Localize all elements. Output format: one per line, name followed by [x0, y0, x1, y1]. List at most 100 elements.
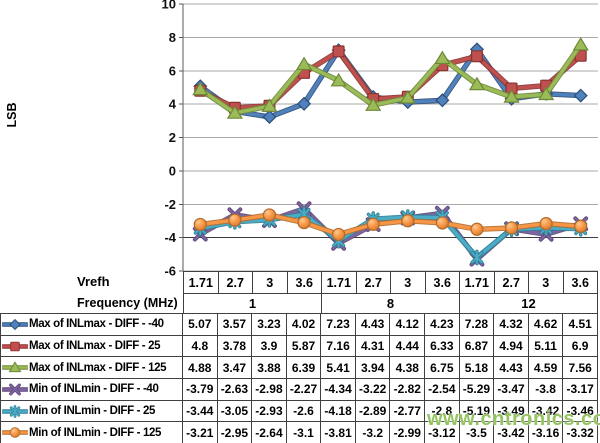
vrefh-category-row: 1.71 2.7 3 3.6 1.71 2.7 3 3.6 1.71 2.7 3 3.6 — [183, 271, 598, 294]
frequency-group-row: 1 8 12 — [183, 294, 598, 313]
value-cell: -2.63 — [218, 379, 253, 400]
legend-key-square-icon — [2, 341, 28, 351]
series-name: Max of INLmax - DIFF - -40 — [29, 318, 164, 331]
value-cell: 5.07 — [183, 314, 218, 335]
marker-circle — [332, 227, 346, 242]
marker-circle — [366, 217, 380, 231]
value-cell: 7.56 — [563, 357, 598, 379]
vrefh-cell: 3.6 — [426, 272, 460, 293]
series-label-cell: Min of INLmin - DIFF - -40 — [0, 379, 183, 400]
marker-asterisk — [9, 404, 21, 418]
value-cell: -2.93 — [252, 400, 287, 422]
value-cell: 4.88 — [183, 357, 218, 379]
value-cell: -2.82 — [390, 379, 426, 400]
value-cell: -3.21 — [183, 422, 218, 443]
y-tick-label: 0 — [169, 163, 176, 178]
value-cell: -4.18 — [321, 400, 356, 422]
watermark-text: www.cntronics.com — [427, 408, 600, 430]
value-cell: 4.02 — [287, 314, 322, 335]
table-row: Max of INLmax - DIFF - 25 4.8 3.78 3.9 5.87 7… — [0, 335, 598, 358]
value-cell: 3.78 — [218, 335, 253, 357]
table-row: Min of INLmin - DIFF - 125 -3.21 -2.95 -2.6… — [0, 422, 598, 443]
value-cell: -3.49 — [494, 400, 529, 422]
vrefh-cell: 3 — [529, 272, 564, 293]
y-tick-label: 10 — [162, 0, 176, 12]
y-tick-label: -4 — [164, 230, 176, 245]
value-cell: -2.98 — [252, 379, 287, 400]
table-row: Min of INLmin - DIFF - 25 -3.44 -3.05 -2.93… — [0, 400, 598, 423]
frequency-group-cell: 12 — [460, 294, 598, 313]
marker-triangle — [399, 90, 416, 104]
marker-square — [470, 50, 483, 63]
value-cell: 5.41 — [321, 357, 356, 379]
value-cell: -3.1 — [287, 422, 322, 443]
value-cell: 7.16 — [321, 335, 356, 357]
series-label-cell: Max of INLmax - DIFF - 125 — [0, 357, 183, 379]
value-cell: -3.05 — [218, 400, 253, 422]
marker-triangle — [226, 105, 243, 119]
legend-key-asterisk-icon — [2, 404, 28, 418]
value-cell: -3.42 — [494, 422, 529, 443]
vrefh-cell: 3.6 — [564, 272, 598, 293]
marker-triangle — [538, 86, 555, 101]
marker-triangle — [295, 56, 313, 71]
value-cell: 4.32 — [494, 314, 529, 335]
value-cell: 4.12 — [390, 314, 426, 335]
y-tick-label: 2 — [169, 130, 176, 145]
marker-square — [10, 341, 20, 351]
vrefh-cell: 1.71 — [460, 272, 495, 293]
marker-triangle — [8, 361, 22, 373]
vrefh-cell: 2.7 — [495, 272, 529, 293]
vrefh-cell: 3 — [253, 272, 288, 293]
value-cell: 4.8 — [183, 335, 218, 357]
value-cell: -4.34 — [321, 379, 356, 400]
chart-data-table: Max of INLmax - DIFF - -40 5.07 3.57 3.23 4.… — [0, 313, 598, 443]
series-name: Min of INLmin - DIFF - 25 — [29, 405, 156, 418]
marker-diamond — [573, 88, 588, 103]
value-cell: 6.39 — [287, 357, 322, 379]
value-cell: -2.95 — [218, 422, 253, 443]
value-cell: 4.23 — [425, 314, 460, 335]
series-2 — [192, 36, 589, 119]
series-label-cell: Max of INLmax - DIFF - -40 — [0, 314, 183, 335]
series-5 — [193, 208, 588, 242]
marker-triangle — [468, 76, 486, 91]
vrefh-cell: 2.7 — [357, 272, 391, 293]
value-cell: 4.31 — [356, 335, 391, 357]
value-cell: -3.47 — [494, 379, 529, 400]
value-cell: 4.94 — [494, 335, 529, 357]
value-cell: -3.17 — [563, 379, 598, 400]
y-tick-label: 6 — [169, 63, 176, 78]
series-name: Min of INLmin - DIFF - -40 — [29, 383, 159, 396]
value-cell: 4.44 — [390, 335, 426, 357]
value-cell: 4.38 — [390, 357, 426, 379]
marker-triangle — [572, 36, 589, 51]
marker-triangle — [330, 72, 347, 87]
value-cell: -3.16 — [529, 422, 564, 443]
marker-diamond — [296, 96, 312, 111]
table-row: Max of INLmax - DIFF - 125 4.88 3.47 3.88 6.… — [0, 357, 598, 380]
vrefh-cell: 1.71 — [322, 272, 357, 293]
marker-circle — [228, 213, 242, 227]
value-cell: 3.47 — [218, 357, 253, 379]
marker-diamond — [9, 318, 21, 330]
value-cell: 3.88 — [252, 357, 287, 379]
legend-key-circle-icon — [2, 427, 28, 438]
legend-key-triangle-icon — [2, 361, 28, 373]
value-cell: -2.8 — [425, 400, 460, 422]
value-cell: 7.28 — [460, 314, 495, 335]
y-tick-label: 8 — [169, 30, 176, 45]
value-cell: -3.5 — [460, 422, 495, 443]
value-cell: -2.89 — [356, 400, 391, 422]
marker-circle — [401, 214, 415, 228]
y-tick-label: -6 — [164, 264, 176, 279]
value-cell: -3.2 — [356, 422, 391, 443]
value-cell: -2.6 — [287, 400, 322, 422]
value-cell: -2.64 — [252, 422, 287, 443]
value-cell: 4.62 — [529, 314, 564, 335]
value-cell: -3.79 — [183, 379, 218, 400]
y-tick-label: -2 — [164, 197, 176, 212]
value-cell: -3.22 — [356, 379, 391, 400]
value-cell: -3.32 — [563, 422, 598, 443]
marker-circle — [193, 217, 207, 232]
